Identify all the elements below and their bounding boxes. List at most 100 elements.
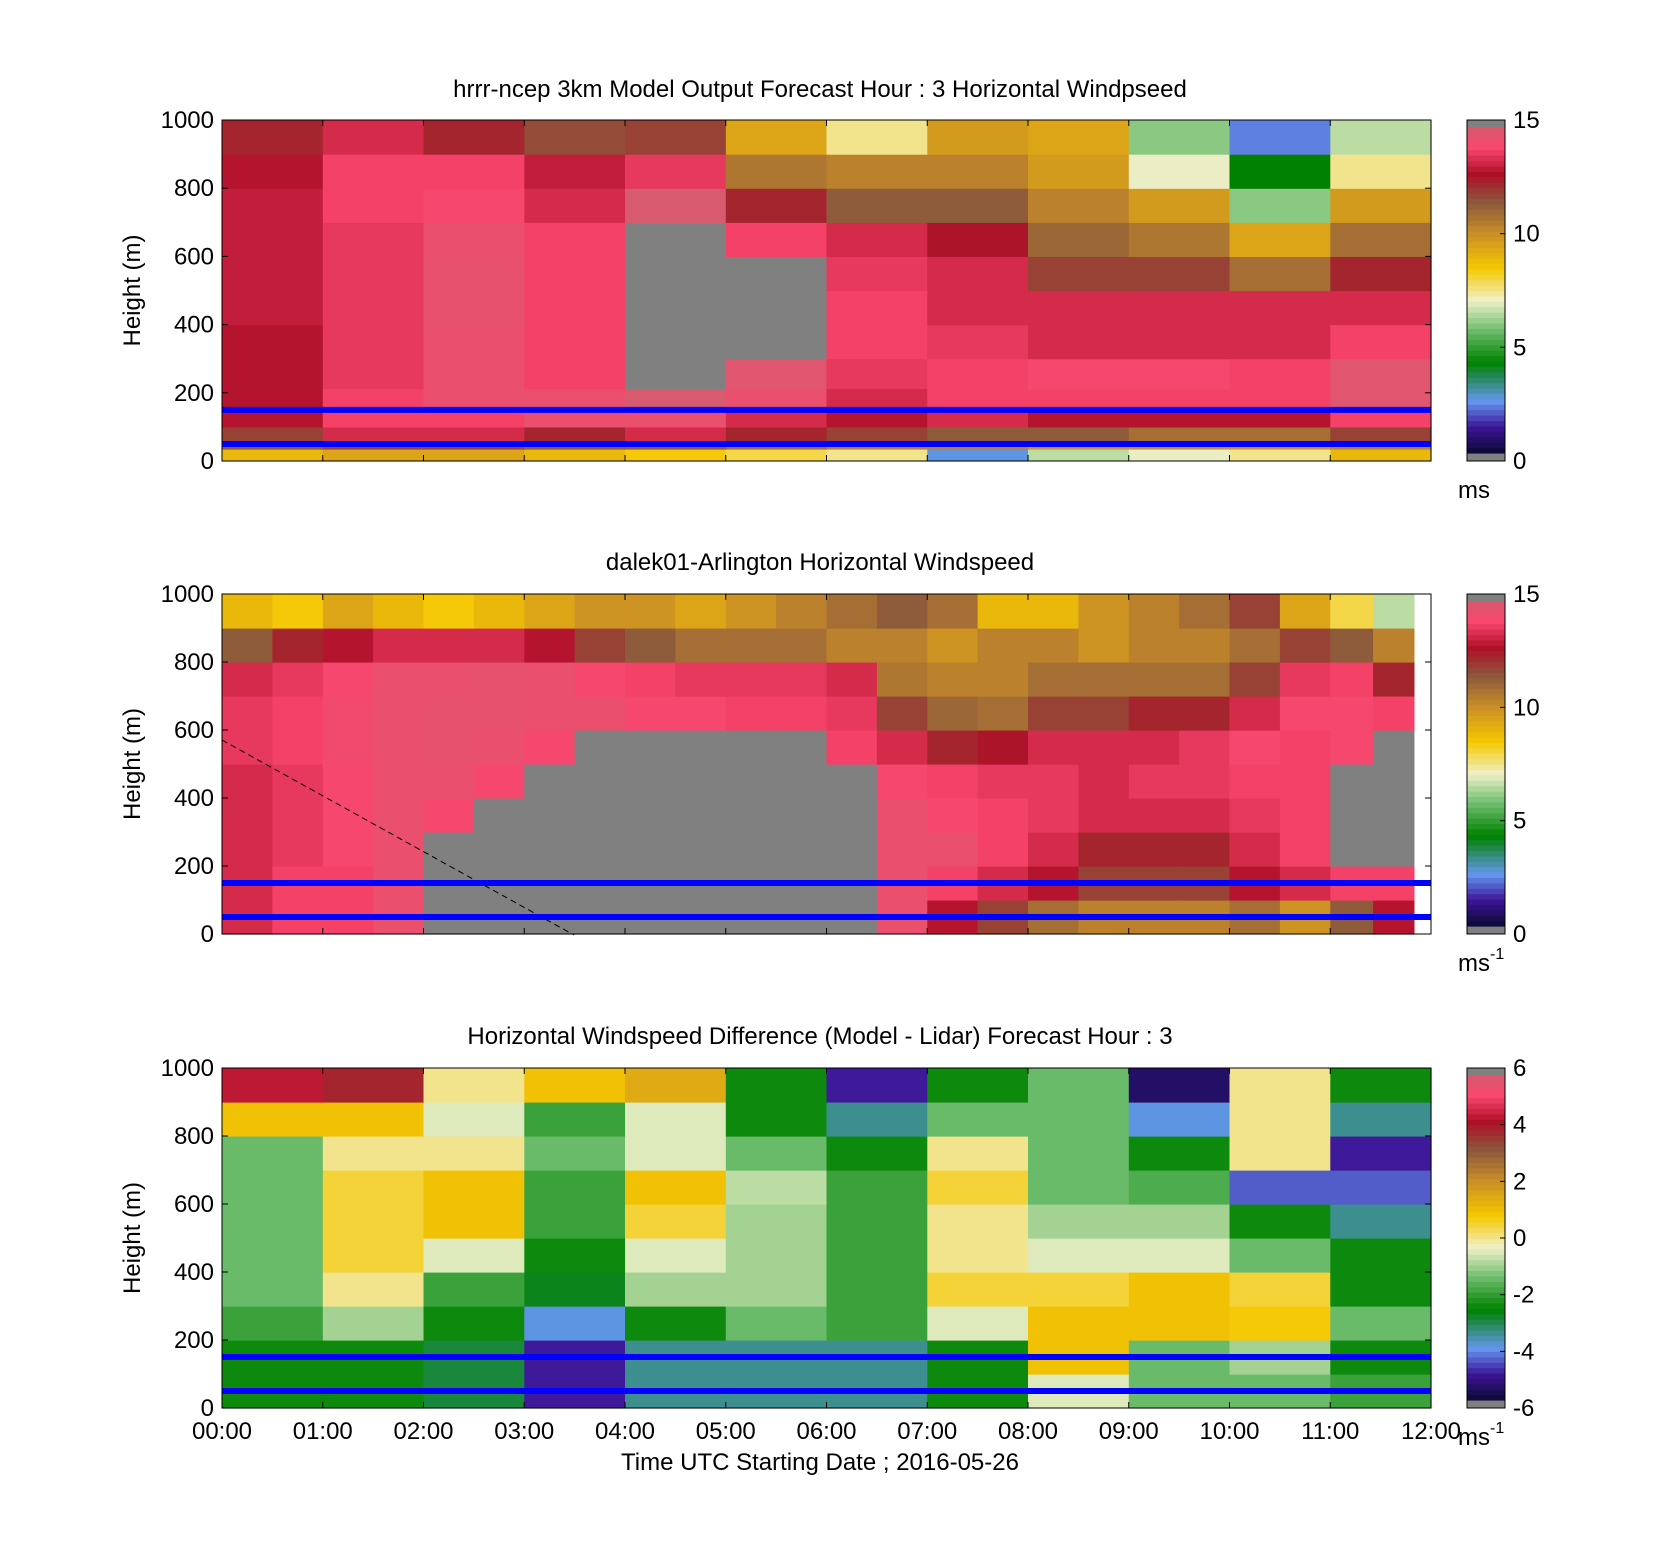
heatmap-cell [1028, 1306, 1130, 1341]
heatmap-cell [574, 594, 626, 629]
heatmap-cell [524, 1238, 626, 1273]
heatmap-cell [725, 388, 828, 411]
heatmap-cell [423, 1238, 525, 1273]
colorbar-tick-label: 10 [1513, 694, 1540, 721]
heatmap-cell [524, 222, 626, 257]
heatmap-cell [776, 730, 828, 765]
heatmap-cell [373, 696, 425, 731]
heatmap-cell [1078, 696, 1130, 731]
heatmap-cell [1028, 1238, 1130, 1273]
colorbar-segment [1467, 1194, 1505, 1201]
panel-difference-y-axis-label: Height (m) [119, 1182, 146, 1294]
x-tick-label: 02:00 [393, 1418, 453, 1445]
heatmap-cell [1028, 449, 1130, 462]
heatmap-cell [1078, 764, 1130, 799]
heatmap-cell [222, 409, 324, 428]
heatmap-cell [423, 388, 525, 411]
colorbar-segment [1467, 1178, 1505, 1185]
heatmap-cell [1078, 798, 1130, 833]
heatmap-cell [222, 449, 324, 462]
colorbar-segment [1467, 1216, 1505, 1223]
heatmap-cell [423, 1102, 525, 1137]
colorbar-segment [1467, 442, 1505, 449]
y-tick-label: 0 [201, 921, 214, 948]
heatmap-cell [1229, 188, 1331, 223]
heatmap-cell [927, 290, 1029, 326]
colorbar-segment [1467, 1297, 1505, 1304]
heatmap-cell [1028, 1204, 1130, 1239]
heatmap-cell [322, 1272, 425, 1307]
y-tick-label: 600 [174, 1191, 214, 1218]
colorbar-segment [1467, 138, 1505, 145]
heatmap-cell [1330, 832, 1374, 867]
heatmap-cell [1330, 222, 1432, 257]
panel-model-reference-lines [222, 406, 1431, 447]
colorbar-segment [1467, 388, 1505, 394]
heatmap-cell [1028, 662, 1079, 697]
heatmap-cell [725, 120, 828, 155]
colorbar-segment [1467, 1189, 1505, 1196]
colorbar-segment [1467, 306, 1505, 313]
heatmap-cell [1330, 764, 1374, 799]
colorbar-segment [1467, 845, 1505, 851]
heatmap-cell [1229, 1170, 1331, 1205]
heatmap-cell [625, 1238, 727, 1273]
heatmap-cell [1373, 832, 1415, 867]
heatmap-cell [1128, 832, 1180, 867]
panel-lidar-colorbar: 0 5 10 15 ms-1 [1458, 581, 1540, 977]
heatmap-cell [1028, 222, 1130, 257]
heatmap-cell [675, 696, 727, 731]
heatmap-cell [473, 798, 525, 833]
heatmap-cell [776, 696, 828, 731]
heatmap-cell [423, 1204, 525, 1239]
y-tick-label: 600 [174, 717, 214, 744]
heatmap-cell [1028, 358, 1130, 390]
heatmap-cell [927, 1238, 1029, 1273]
colorbar-segment [1467, 415, 1505, 422]
heatmap-cell [574, 798, 626, 833]
heatmap-cell [625, 449, 727, 462]
colorbar-segment [1467, 726, 1505, 733]
heatmap-cell [1028, 1272, 1130, 1307]
heatmap-cell [927, 594, 979, 629]
heatmap-cell [876, 730, 928, 765]
colorbar-segment [1467, 274, 1505, 281]
heatmap-cell [222, 1102, 324, 1137]
heatmap-cell [625, 409, 727, 428]
colorbar-segment [1467, 791, 1505, 797]
heatmap-cell [1330, 188, 1432, 223]
heatmap-cell [473, 628, 525, 663]
heatmap-cell [524, 730, 576, 765]
colorbar-segment [1467, 1281, 1505, 1288]
colorbar-segment [1467, 742, 1505, 749]
y-tick-label: 1000 [161, 581, 214, 608]
heatmap-cell [473, 696, 525, 731]
heatmap-cell [524, 449, 626, 462]
heatmap-cell [1179, 798, 1231, 833]
colorbar-segment [1467, 1367, 1505, 1374]
colorbar-segment [1467, 1346, 1505, 1352]
heatmap-cell [423, 1136, 525, 1171]
heatmap-cell [625, 188, 727, 223]
heatmap-cell [1229, 1204, 1331, 1239]
heatmap-cell [927, 696, 979, 731]
heatmap-cell [977, 594, 1029, 629]
heatmap-cell [473, 832, 525, 867]
heatmap-cell [1229, 798, 1281, 833]
heatmap-cell [1330, 426, 1432, 442]
colorbar-segment [1467, 203, 1505, 210]
heatmap-cell [1373, 662, 1415, 697]
colorbar-segment [1467, 1227, 1505, 1234]
colorbar-segment [1467, 915, 1505, 922]
heatmap-cell [826, 409, 928, 428]
heatmap-cell [1330, 798, 1374, 833]
heatmap-cell [927, 449, 1029, 462]
colorbar-segment [1467, 785, 1505, 792]
colorbar-segment [1467, 661, 1505, 668]
colorbar-segment [1467, 1324, 1505, 1331]
colorbar-segment [1467, 1135, 1505, 1142]
heatmap-cell [1128, 594, 1180, 629]
heatmap-cell [222, 1068, 324, 1103]
heatmap-cell [1028, 832, 1079, 867]
heatmap-cell [675, 832, 727, 867]
